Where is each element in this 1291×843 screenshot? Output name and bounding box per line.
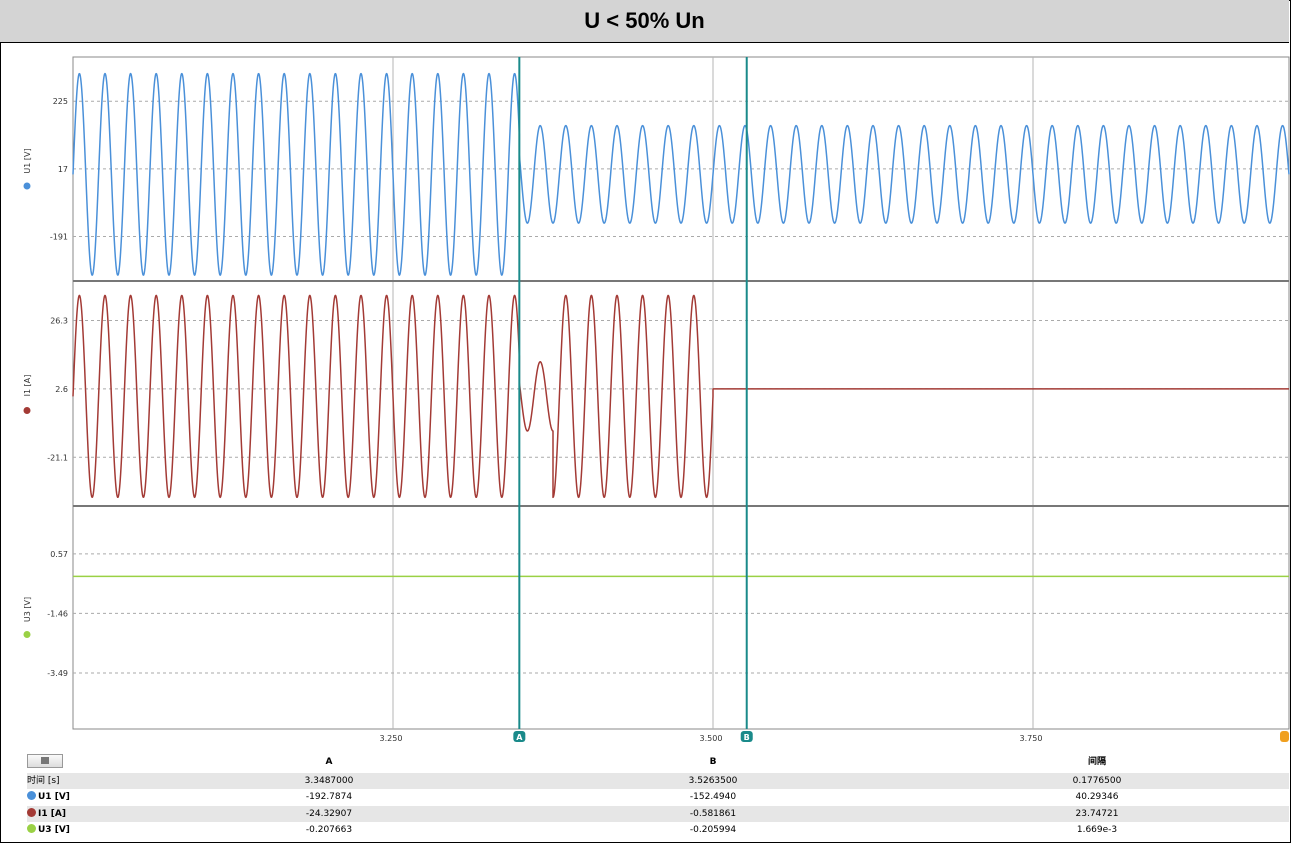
col-header-interval: 间隔: [1087, 757, 1106, 767]
row-label: 时间 [s]: [27, 772, 137, 789]
table-row: U1 [V] -192.7874 -152.4940 40.29346: [27, 789, 1289, 806]
value-b: -0.581861: [521, 805, 905, 822]
y-tick-label: -3.49: [47, 669, 68, 678]
cursor-b-marker: [740, 731, 753, 742]
cursor-values-table: A B 间隔 时间 [s] 3.3487000 3.5263500 0.1776…: [27, 752, 1289, 839]
y-tick-label: 0.57: [50, 550, 68, 559]
row-label-u3: U3 [V]: [27, 822, 137, 839]
chart-title: U < 50% Un: [0, 0, 1289, 43]
value-b: -152.4940: [689, 792, 737, 802]
col-header-a: A: [325, 757, 333, 767]
channel-axis-label: U1 [V]: [23, 148, 32, 173]
value-interval: 40.29346: [1075, 792, 1119, 802]
value-interval: 0.1776500: [905, 772, 1289, 789]
table-row: U3 [V] -0.207663 -0.205994 1.669e-3: [27, 822, 1289, 839]
y-tick-label: -1.46: [47, 609, 68, 618]
value-b: 3.5263500: [521, 772, 905, 789]
y-tick-label: 17: [58, 165, 68, 174]
table-header-row: A B 间隔: [27, 752, 1289, 773]
y-tick-label: -21.1: [47, 453, 68, 462]
channel-color-dot: [23, 407, 31, 414]
cursor-a-marker: [513, 731, 526, 742]
value-b: -0.205994: [689, 825, 737, 835]
y-tick-label: 225: [53, 97, 68, 106]
i1-color-dot: [27, 807, 36, 817]
x-tick-label: 3.500: [700, 734, 723, 743]
row-label-i1: I1 [A]: [27, 805, 137, 822]
waveform-1: [72, 294, 1290, 499]
value-interval: 1.669e-3: [1076, 825, 1118, 835]
table-row: I1 [A] -24.32907 -0.581861 23.74721: [27, 805, 1289, 822]
waveform-chart[interactable]: 3.250 3.500 3.750 225 17 -191 U1 [V] 26.3 2.6 -21…: [0, 0, 1291, 752]
channel-color-dot: [23, 182, 31, 190]
waveform-0: [72, 72, 1290, 276]
cursor-b-label: B: [744, 733, 750, 742]
u1-color-dot: [27, 791, 36, 800]
x-tick-label: 3.250: [380, 734, 403, 743]
table-row: 时间 [s] 3.3487000 3.5263500 0.1776500: [27, 772, 1289, 789]
row-label-u1: U1 [V]: [27, 789, 137, 806]
value-a: -192.7874: [305, 792, 353, 802]
copy-icon: [41, 757, 49, 764]
cursor-a-label: A: [516, 733, 523, 742]
value-interval: 23.74721: [905, 805, 1289, 822]
y-tick-label: 2.6: [55, 385, 68, 394]
table-options-cell[interactable]: [27, 752, 137, 773]
value-a: 3.3487000: [137, 772, 521, 789]
y-tick-label: 26.3: [50, 317, 68, 326]
value-a: -0.207663: [305, 825, 353, 835]
y-tick-label: -191: [50, 232, 68, 241]
channel-axis-label: I1 [A]: [23, 375, 32, 397]
table-options-button[interactable]: [27, 754, 63, 768]
channel-color-dot: [23, 631, 31, 638]
col-header-b: B: [709, 757, 717, 767]
u3-color-dot: [27, 824, 36, 833]
plot-border: [72, 56, 1290, 730]
channel-axis-label: U3 [V]: [23, 597, 32, 622]
x-tick-label: 3.750: [1020, 734, 1043, 743]
value-a: -24.32907: [137, 805, 521, 822]
end-marker: [1280, 731, 1289, 742]
